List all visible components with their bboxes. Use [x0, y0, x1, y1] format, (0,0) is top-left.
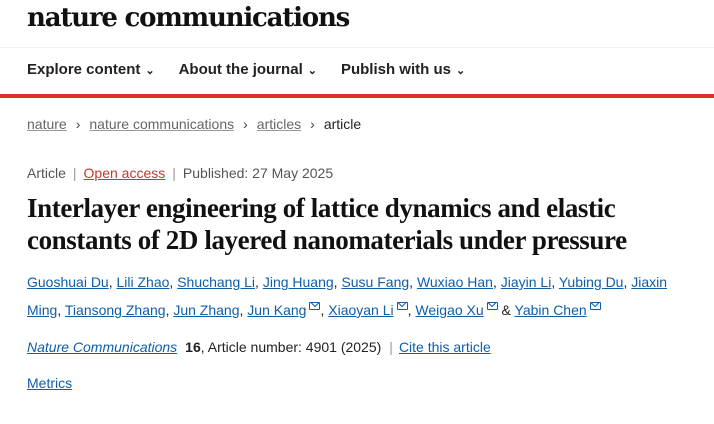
nav-label: About the journal: [178, 61, 303, 78]
nav-label: Publish with us: [340, 61, 451, 78]
cite-this-article-link[interactable]: Cite this article: [398, 339, 491, 355]
email-icon[interactable]: [396, 302, 408, 311]
author-link[interactable]: Shuchang Li: [177, 274, 256, 290]
chevron-right-icon: ›: [243, 116, 248, 132]
email-icon[interactable]: [589, 302, 601, 311]
article-type: Article: [27, 165, 66, 181]
author-link[interactable]: Xiaoyan Li: [328, 302, 394, 318]
chevron-down-icon: ⌄: [455, 65, 466, 77]
article-number: , Article number: 4901 (2025): [200, 339, 382, 355]
author-link[interactable]: Lili Zhao: [116, 274, 170, 290]
nav-publish-with-us[interactable]: Publish with us ⌄: [341, 61, 465, 78]
divider: |: [389, 339, 393, 355]
email-icon[interactable]: [309, 302, 321, 311]
breadcrumb-articles[interactable]: articles: [256, 116, 302, 132]
main-nav: Explore content ⌄ About the journal ⌄ Publ…: [27, 61, 465, 78]
article-title: Interlayer engineering of lattice dynami…: [27, 193, 627, 255]
breadcrumb: nature › nature communications › articles › ar…: [27, 115, 704, 133]
author-link[interactable]: Jun Kang: [247, 302, 307, 318]
breadcrumb-current: article: [323, 116, 362, 132]
author-link[interactable]: Tiansong Zhang: [64, 302, 166, 318]
divider: |: [172, 165, 176, 181]
nav-label: Explore content: [27, 61, 141, 78]
chevron-right-icon: ›: [75, 116, 81, 132]
author-link[interactable]: Susu Fang: [341, 274, 410, 290]
author-link[interactable]: Jiayin Li: [500, 274, 552, 290]
author-link[interactable]: Guoshuai Du: [27, 274, 109, 290]
chevron-down-icon: ⌄: [307, 65, 317, 77]
nav-explore-content[interactable]: Explore content ⌄: [27, 61, 155, 78]
author-link[interactable]: Yubing Du: [558, 274, 624, 290]
author-link[interactable]: Yabin Chen: [514, 302, 587, 318]
open-access-link[interactable]: Open access: [83, 165, 166, 181]
nav-about-journal[interactable]: About the journal ⌄: [179, 61, 317, 78]
citation: Nature Communications 16, Article number:…: [27, 338, 704, 356]
journal-link[interactable]: Nature Communications: [27, 339, 178, 355]
article-header: nature › nature communications › articles › ar…: [0, 98, 714, 412]
author-link[interactable]: Weigao Xu: [415, 302, 484, 318]
chevron-right-icon: ›: [310, 116, 315, 132]
accent-bar: [0, 94, 714, 98]
metrics-link[interactable]: Metrics: [27, 375, 73, 391]
journal-logo[interactable]: nature communications: [27, 3, 350, 33]
volume: 16: [185, 339, 201, 355]
email-icon[interactable]: [486, 302, 498, 311]
breadcrumb-nature-communications[interactable]: nature communications: [89, 116, 235, 132]
author-link[interactable]: Jiaxin Ming: [27, 274, 668, 318]
author-link[interactable]: Jun Zhang: [173, 302, 240, 318]
chevron-down-icon: ⌄: [145, 65, 155, 77]
article-meta: Article | Open access | Published: 27 May 20…: [27, 164, 704, 182]
header-divider: [0, 47, 714, 48]
divider: |: [72, 165, 77, 181]
site-header: nature communications Explore content ⌄ A…: [0, 0, 714, 98]
published-date: Published: 27 May 2025: [182, 165, 334, 181]
breadcrumb-nature[interactable]: nature: [27, 116, 67, 132]
author-link[interactable]: Wuxiao Han: [416, 274, 493, 290]
author-list: Guoshuai Du, Lili Zhao, Shuchang Li, Jin…: [27, 274, 668, 318]
author-link[interactable]: Jing Huang: [262, 274, 334, 290]
